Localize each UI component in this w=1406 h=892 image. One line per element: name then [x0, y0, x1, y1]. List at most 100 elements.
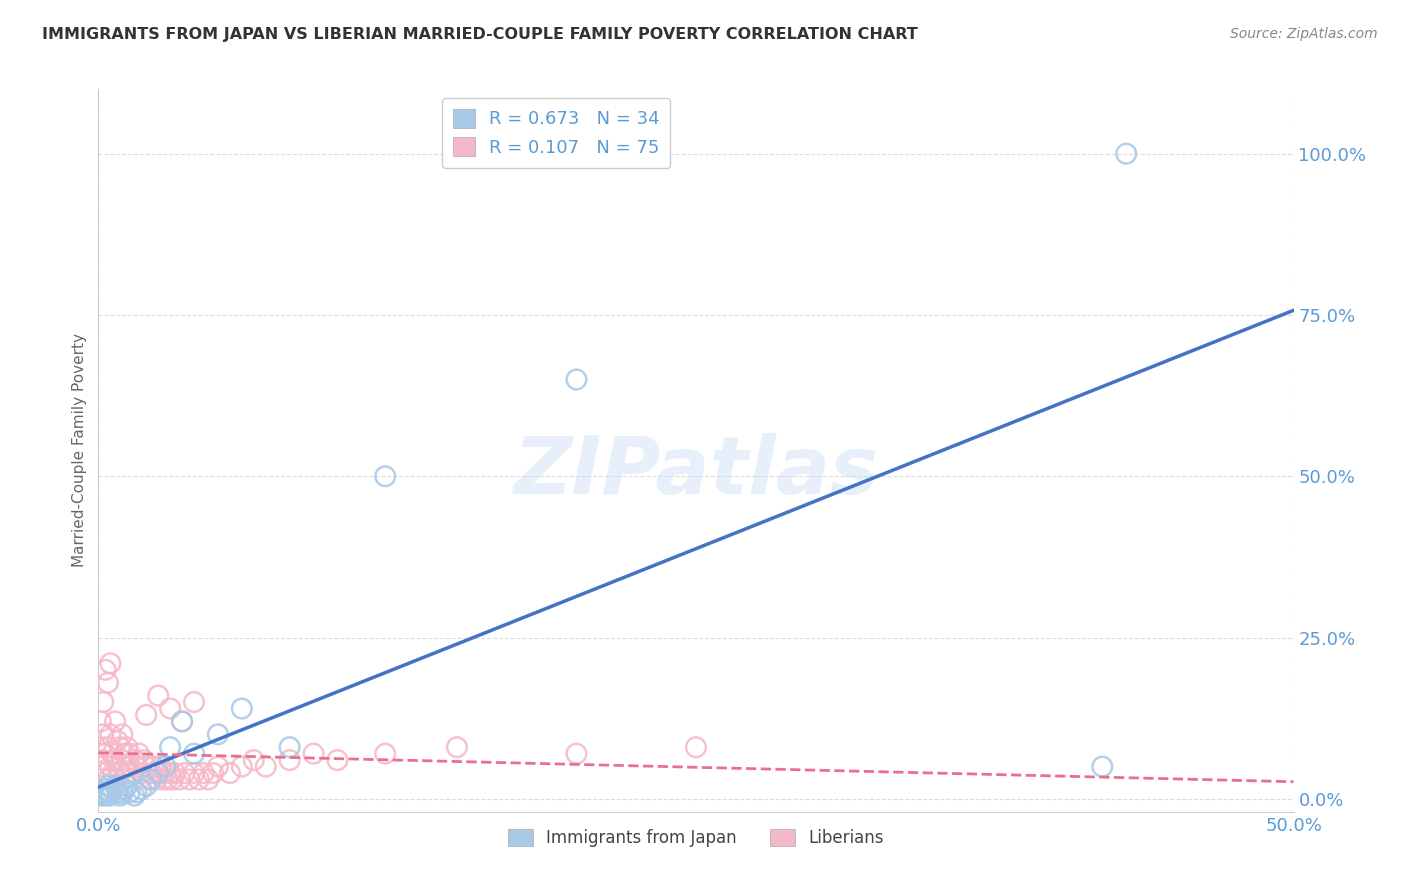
Point — [148, 766, 170, 780]
Point — [118, 785, 141, 799]
Point — [685, 740, 707, 755]
Point — [124, 753, 146, 767]
Point — [98, 759, 122, 773]
Point — [145, 772, 167, 787]
Point — [118, 759, 141, 773]
Point — [163, 766, 186, 780]
Point — [155, 766, 177, 780]
Point — [107, 759, 129, 773]
Point — [124, 789, 146, 803]
Point — [118, 747, 141, 761]
Point — [115, 779, 138, 793]
Point — [97, 740, 120, 755]
Point — [111, 753, 134, 767]
Point — [183, 766, 205, 780]
Point — [90, 789, 112, 803]
Point — [169, 772, 191, 787]
Point — [90, 714, 112, 729]
Legend: Immigrants from Japan, Liberians: Immigrants from Japan, Liberians — [502, 822, 890, 854]
Point — [97, 772, 120, 787]
Point — [302, 747, 325, 761]
Point — [97, 779, 120, 793]
Point — [183, 695, 205, 709]
Point — [125, 785, 148, 799]
Point — [374, 469, 396, 483]
Point — [155, 759, 177, 773]
Y-axis label: Married-Couple Family Poverty: Married-Couple Family Poverty — [72, 334, 87, 567]
Point — [104, 714, 127, 729]
Point — [91, 753, 114, 767]
Point — [135, 759, 157, 773]
Point — [94, 747, 117, 761]
Point — [202, 766, 225, 780]
Point — [159, 740, 181, 755]
Point — [138, 772, 160, 787]
Point — [94, 789, 117, 803]
Text: IMMIGRANTS FROM JAPAN VS LIBERIAN MARRIED-COUPLE FAMILY POVERTY CORRELATION CHAR: IMMIGRANTS FROM JAPAN VS LIBERIAN MARRIE… — [42, 27, 918, 42]
Point — [231, 701, 253, 715]
Point — [148, 689, 170, 703]
Point — [115, 740, 138, 755]
Point — [152, 772, 174, 787]
Point — [1115, 146, 1137, 161]
Point — [193, 766, 215, 780]
Point — [243, 753, 266, 767]
Point — [128, 747, 150, 761]
Point — [97, 785, 120, 799]
Point — [114, 782, 136, 797]
Point — [1091, 759, 1114, 773]
Point — [162, 772, 184, 787]
Point — [132, 753, 155, 767]
Point — [101, 782, 124, 797]
Point — [114, 759, 136, 773]
Point — [278, 740, 301, 755]
Point — [107, 733, 129, 747]
Point — [148, 766, 170, 780]
Point — [108, 789, 131, 803]
Point — [101, 766, 124, 780]
Point — [149, 759, 172, 773]
Point — [108, 766, 131, 780]
Point — [135, 779, 157, 793]
Point — [97, 675, 120, 690]
Point — [183, 747, 205, 761]
Point — [91, 727, 114, 741]
Point — [90, 759, 112, 773]
Text: ZIPatlas: ZIPatlas — [513, 434, 879, 511]
Point — [91, 695, 114, 709]
Point — [135, 708, 157, 723]
Point — [187, 772, 209, 787]
Point — [172, 714, 194, 729]
Point — [278, 753, 301, 767]
Point — [254, 759, 277, 773]
Point — [104, 779, 127, 793]
Point — [111, 727, 134, 741]
Point — [139, 766, 162, 780]
Point — [565, 372, 588, 386]
Point — [115, 766, 138, 780]
Point — [125, 759, 148, 773]
Point — [98, 727, 122, 741]
Point — [91, 787, 114, 801]
Point — [142, 759, 165, 773]
Point — [94, 782, 117, 797]
Point — [565, 747, 588, 761]
Point — [173, 766, 195, 780]
Point — [139, 772, 162, 787]
Point — [108, 740, 131, 755]
Point — [219, 766, 242, 780]
Point — [197, 772, 219, 787]
Point — [98, 785, 122, 799]
Text: Source: ZipAtlas.com: Source: ZipAtlas.com — [1230, 27, 1378, 41]
Point — [159, 701, 181, 715]
Point — [131, 766, 153, 780]
Point — [104, 753, 127, 767]
Point — [98, 657, 122, 671]
Point — [101, 747, 124, 761]
Point — [374, 747, 396, 761]
Point — [159, 766, 181, 780]
Point — [94, 663, 117, 677]
Point — [207, 727, 229, 741]
Point — [231, 759, 253, 773]
Point — [114, 747, 136, 761]
